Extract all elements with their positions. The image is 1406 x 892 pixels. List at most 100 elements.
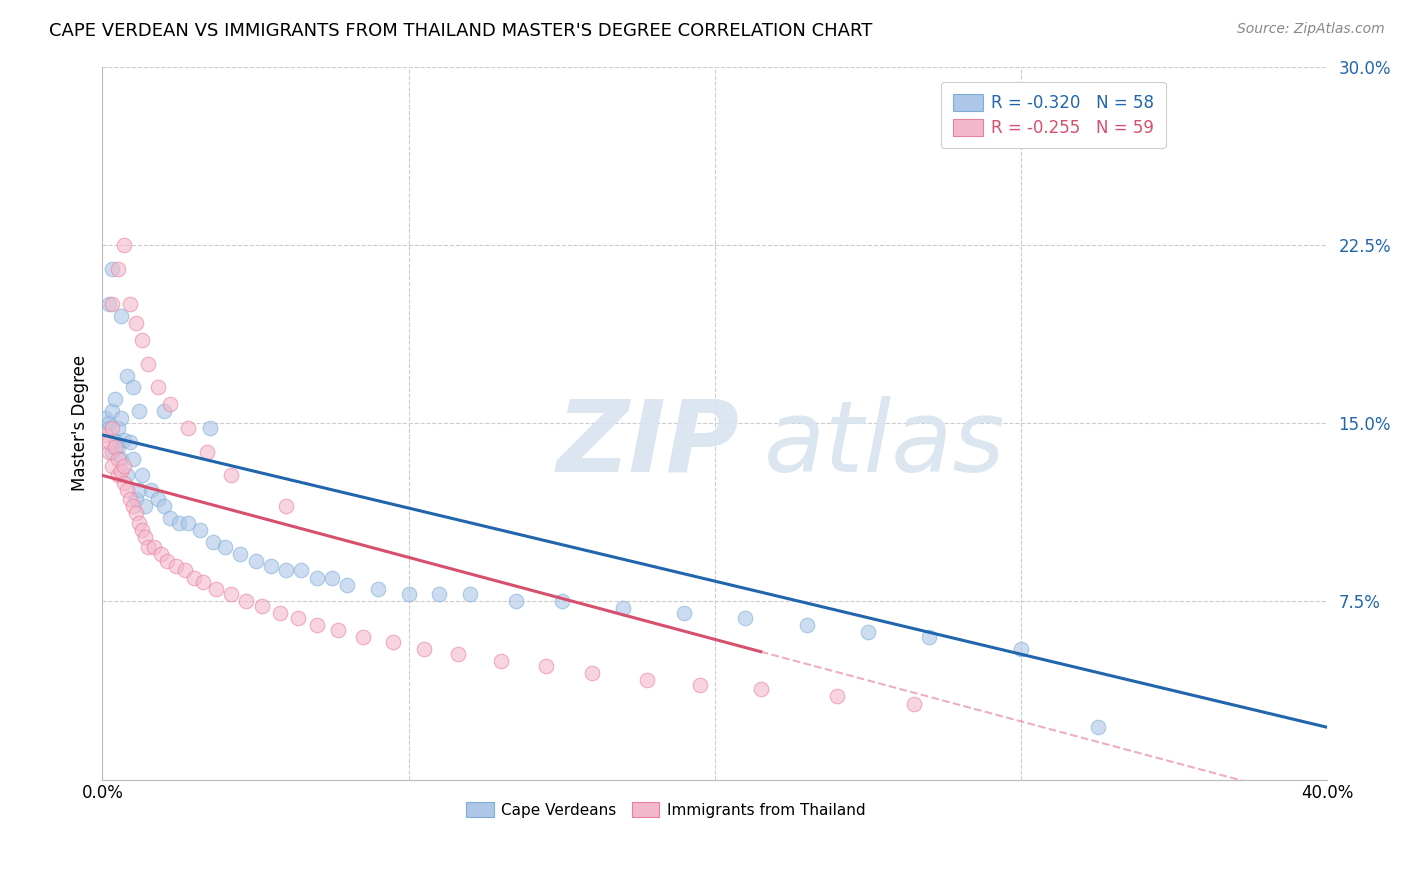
Point xyxy=(536,658,558,673)
Legend: Cape Verdeans, Immigrants from Thailand: Cape Verdeans, Immigrants from Thailand xyxy=(458,794,873,825)
Point xyxy=(827,690,849,704)
Point xyxy=(115,468,138,483)
Point xyxy=(107,261,129,276)
Point xyxy=(107,451,129,466)
Point xyxy=(112,475,135,490)
Point xyxy=(276,564,298,578)
Point xyxy=(214,540,236,554)
Point xyxy=(107,421,129,435)
Point xyxy=(352,630,374,644)
Point xyxy=(673,606,696,620)
Point xyxy=(104,433,127,447)
Point xyxy=(204,582,226,597)
Point xyxy=(305,571,328,585)
Point xyxy=(193,575,215,590)
Point xyxy=(190,523,212,537)
Point xyxy=(97,435,120,450)
Point xyxy=(122,500,145,514)
Point xyxy=(115,368,138,383)
Point xyxy=(305,618,328,632)
Text: atlas: atlas xyxy=(763,396,1005,493)
Point xyxy=(152,500,174,514)
Point xyxy=(156,554,179,568)
Point xyxy=(146,492,169,507)
Point xyxy=(112,237,135,252)
Point xyxy=(1087,720,1109,734)
Point xyxy=(201,535,224,549)
Point xyxy=(97,416,120,430)
Point xyxy=(115,483,138,497)
Point xyxy=(134,530,156,544)
Point xyxy=(1010,641,1032,656)
Point xyxy=(146,380,169,394)
Point xyxy=(167,516,190,530)
Point xyxy=(112,433,135,447)
Point xyxy=(183,571,205,585)
Point xyxy=(235,594,257,608)
Point xyxy=(489,654,512,668)
Point xyxy=(107,468,129,483)
Point xyxy=(131,523,153,537)
Point xyxy=(198,421,221,435)
Point xyxy=(612,601,634,615)
Point xyxy=(276,500,298,514)
Point xyxy=(97,444,120,458)
Point xyxy=(110,309,132,323)
Point xyxy=(131,333,153,347)
Point xyxy=(219,468,242,483)
Point xyxy=(398,587,420,601)
Point xyxy=(125,492,148,507)
Point xyxy=(551,594,574,608)
Point xyxy=(100,421,122,435)
Point xyxy=(336,578,359,592)
Point xyxy=(689,677,711,691)
Point xyxy=(128,483,150,497)
Point xyxy=(97,297,120,311)
Point xyxy=(118,435,141,450)
Point xyxy=(321,571,343,585)
Point xyxy=(118,297,141,311)
Point xyxy=(581,665,603,680)
Point xyxy=(856,625,879,640)
Point xyxy=(100,404,122,418)
Point xyxy=(328,623,350,637)
Point xyxy=(159,511,181,525)
Point xyxy=(118,492,141,507)
Point xyxy=(637,673,659,687)
Text: CAPE VERDEAN VS IMMIGRANTS FROM THAILAND MASTER'S DEGREE CORRELATION CHART: CAPE VERDEAN VS IMMIGRANTS FROM THAILAND… xyxy=(49,22,873,40)
Point xyxy=(219,587,242,601)
Point xyxy=(100,297,122,311)
Point xyxy=(382,634,405,648)
Point xyxy=(100,458,122,473)
Point xyxy=(104,392,127,407)
Point xyxy=(138,357,160,371)
Point xyxy=(159,397,181,411)
Point xyxy=(122,380,145,394)
Point xyxy=(177,421,200,435)
Point xyxy=(131,468,153,483)
Point xyxy=(100,444,122,458)
Point xyxy=(143,540,166,554)
Point xyxy=(229,547,252,561)
Point xyxy=(260,558,283,573)
Point xyxy=(165,558,187,573)
Point xyxy=(125,507,148,521)
Point xyxy=(749,682,772,697)
Point xyxy=(110,464,132,478)
Point xyxy=(903,697,925,711)
Text: Source: ZipAtlas.com: Source: ZipAtlas.com xyxy=(1237,22,1385,37)
Point xyxy=(413,641,436,656)
Point xyxy=(128,404,150,418)
Point xyxy=(94,411,117,425)
Point xyxy=(195,444,218,458)
Point xyxy=(458,587,481,601)
Point xyxy=(796,618,818,632)
Point xyxy=(427,587,450,601)
Point xyxy=(104,440,127,454)
Point xyxy=(122,451,145,466)
Point xyxy=(138,540,160,554)
Point xyxy=(446,647,468,661)
Point xyxy=(100,261,122,276)
Point xyxy=(110,451,132,466)
Point xyxy=(287,611,309,625)
